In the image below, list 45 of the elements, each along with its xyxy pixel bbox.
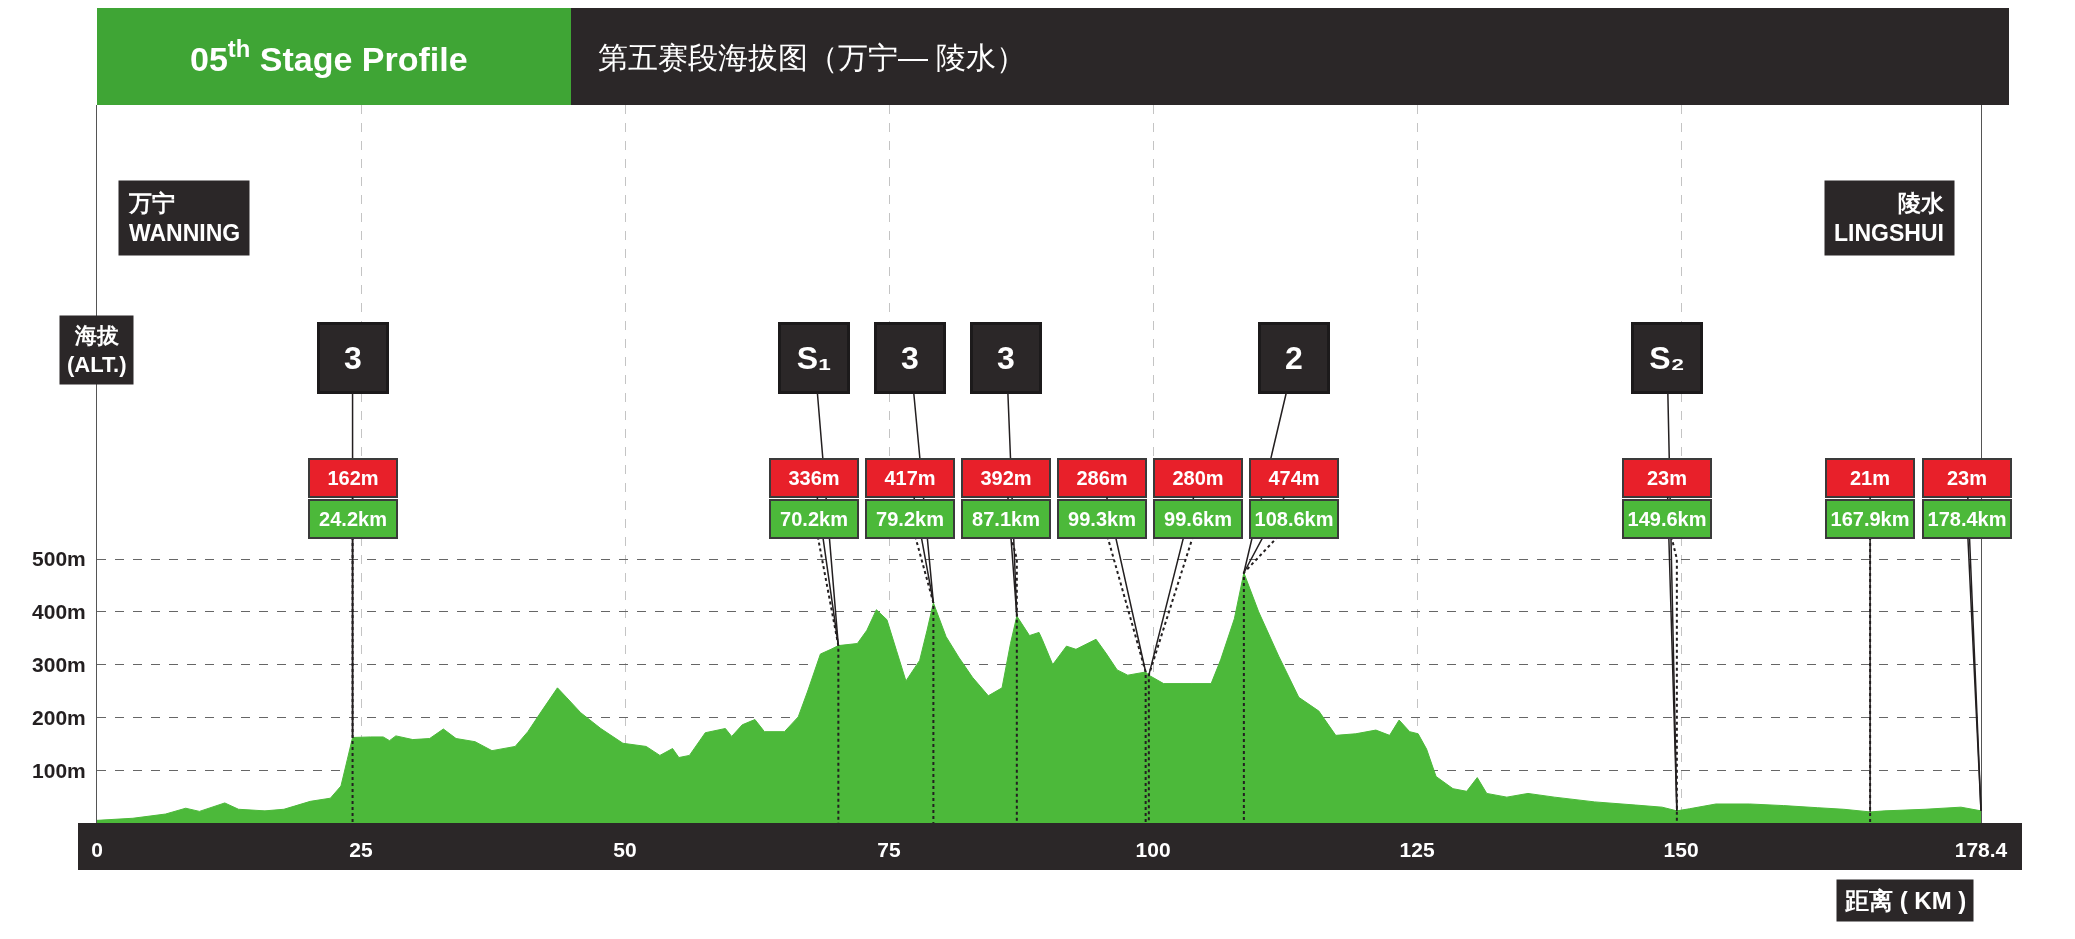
annotation: 2: [1285, 340, 1303, 376]
ref-line-label: 108.6km: [1254, 508, 1334, 530]
x-tick-label: 75: [877, 838, 902, 861]
annotation: 3: [997, 340, 1015, 376]
y-axis-title: 海拔 (ALT.): [67, 323, 127, 377]
x-tick-label: 50: [613, 838, 637, 861]
annotation: 陵水 LINGSHUI: [1834, 190, 1945, 246]
x-axis-title: 距离 ( KM ): [1844, 887, 1967, 914]
annotation: 3: [344, 340, 362, 376]
ref-line-label: 99.6km: [1164, 508, 1232, 530]
annotation: 474m: [1268, 467, 1320, 489]
annotation: 178.4km: [1927, 508, 2007, 530]
ref-line-label: 24.2km: [319, 508, 387, 530]
annotation: 万宁 WANNING: [128, 190, 241, 246]
ref-line-label: 99.3km: [1068, 508, 1136, 530]
annotation: 21m: [1849, 467, 1891, 489]
annotation: 280m: [1172, 467, 1224, 489]
annotation: 3: [901, 340, 919, 376]
ref-line-label: 167.9km: [1830, 508, 1910, 530]
x-tick-label: 0: [91, 838, 103, 861]
y-tick-label: 200m: [32, 705, 86, 729]
annotation: S₁: [796, 340, 832, 376]
annotation: 336m: [788, 467, 840, 489]
ref-line-label: 87.1km: [972, 508, 1040, 530]
annotation: 286m: [1076, 467, 1128, 489]
annotation: S₂: [1649, 340, 1685, 376]
x-tick-label: 100: [1135, 838, 1171, 861]
chart-subtitle: 05$^{th}$ Stage Profile: [190, 35, 468, 79]
y-tick-label: 100m: [32, 758, 86, 782]
x-tick-label: 178.4: [1954, 838, 2008, 861]
y-tick-label: 300m: [32, 652, 86, 676]
ref-line-label: 149.6km: [1627, 508, 1707, 530]
ref-line-label: 70.2km: [780, 508, 848, 530]
x-tick-label: 25: [349, 838, 374, 861]
chart-title: 第五赛段海拔图（万宁— 陵水）: [598, 40, 1027, 74]
ref-line-label: 79.2km: [876, 508, 944, 530]
x-tick-label: 150: [1663, 838, 1699, 861]
annotation: 23m: [1646, 467, 1688, 489]
annotation: 392m: [980, 467, 1032, 489]
annotation: 417m: [884, 467, 936, 489]
x-tick-label: 125: [1399, 838, 1435, 861]
annotation: 162m: [327, 467, 379, 489]
annotation: 23m: [1946, 467, 1988, 489]
y-tick-label: 400m: [32, 600, 86, 624]
y-tick-label: 500m: [32, 547, 86, 571]
